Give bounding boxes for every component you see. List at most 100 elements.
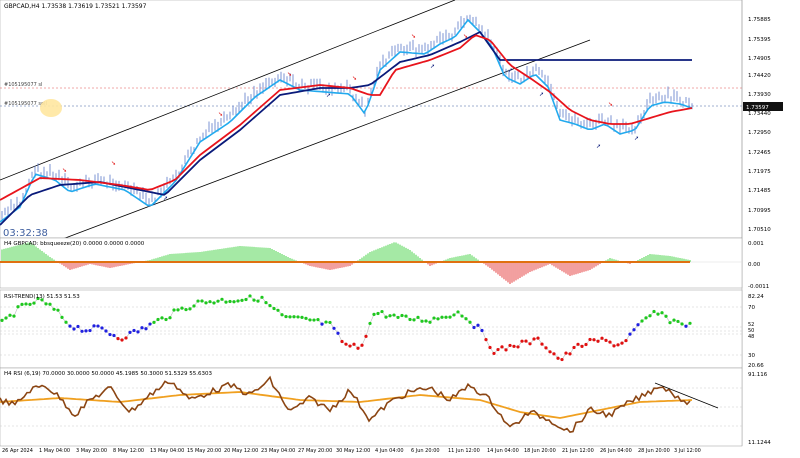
price-tick: 1.73440 bbox=[748, 111, 771, 117]
rsi-trend-dot bbox=[296, 315, 300, 319]
rsi-trend-dot bbox=[220, 297, 224, 301]
rsi-panel[interactable]: H4 RSI (6,19) 70.0000 30.0000 50.0000 45… bbox=[0, 367, 771, 447]
rsi-trendline[interactable] bbox=[654, 382, 719, 409]
rsi-trend-tick: 70 bbox=[748, 305, 755, 311]
time-label: 20 May 12:00 bbox=[224, 448, 258, 454]
current-price-label: 1.73597 bbox=[746, 105, 769, 111]
rsi-trend-dot bbox=[560, 357, 564, 362]
symbol-title: GBPCAD,H4 1.73538 1.73619 1.73521 1.7359… bbox=[4, 3, 147, 10]
rsi-trend-dot bbox=[480, 328, 484, 333]
rsi-trend-dot bbox=[84, 329, 88, 333]
rsi-trend-tick: 48 bbox=[748, 334, 754, 340]
rsi-trend-dot bbox=[12, 314, 16, 318]
squeeze-tick: -0.0011 bbox=[748, 284, 769, 290]
rsi-trend-dot bbox=[628, 332, 632, 336]
squeeze-panel[interactable]: H4 GBPCAD: bbsqueeze(20) 0.0000 0.0000 0… bbox=[0, 237, 769, 290]
signal-arrow: ➘ bbox=[62, 167, 67, 174]
rsi-trend-dot bbox=[640, 319, 644, 323]
rsi-trend-dot bbox=[260, 295, 264, 299]
rsi-trend-dot bbox=[300, 315, 304, 319]
slow-ma-line bbox=[0, 34, 693, 201]
rsi-trend-dot bbox=[460, 314, 464, 318]
rsi-trend-dot bbox=[444, 315, 448, 319]
time-label: 30 May 12:00 bbox=[336, 448, 370, 454]
rsi-trend-dot bbox=[356, 346, 360, 350]
rsi-trend-dot bbox=[120, 338, 124, 342]
current-price-badge bbox=[743, 102, 783, 111]
rsi-trend-dot bbox=[36, 296, 40, 301]
rsi-trend-panel[interactable]: RSI-TREND(13) 51.53 51.53 82.24 70 52 50… bbox=[0, 289, 764, 369]
rsi-trend-dot bbox=[72, 327, 76, 331]
rsi-trend-dot bbox=[388, 314, 392, 318]
channel-upper-line[interactable] bbox=[0, 0, 456, 181]
rsi-trend-dot bbox=[132, 328, 136, 333]
main-panel-frame bbox=[0, 0, 743, 239]
signal-arrow: ➚ bbox=[163, 195, 168, 202]
rsi-trend-dot bbox=[544, 346, 548, 350]
rsi-trend-dot bbox=[328, 320, 332, 325]
channel-lower-line[interactable] bbox=[59, 39, 591, 241]
rsi-trend-dot bbox=[400, 313, 404, 318]
rsi-trend-dot bbox=[244, 297, 248, 302]
time-label: 3 Jul 12:00 bbox=[674, 448, 701, 454]
rsi-trend-dot bbox=[156, 317, 160, 322]
signal-arrow: ➘ bbox=[352, 75, 357, 82]
rsi-trend-dot bbox=[240, 298, 244, 302]
rsi-trend-dot bbox=[336, 331, 340, 335]
rsi-trend-dot bbox=[384, 315, 388, 319]
time-label: 26 Apr 2024 bbox=[2, 448, 33, 454]
rsi-trend-dot bbox=[584, 342, 588, 347]
rsi-trend-dot bbox=[28, 302, 32, 306]
time-label: 23 May 04:00 bbox=[261, 448, 295, 454]
rsi-trend-dot bbox=[304, 316, 308, 320]
rsi-trend-dot bbox=[256, 299, 260, 303]
rsi-trend-dot bbox=[528, 342, 532, 346]
rsi-trend-dot bbox=[440, 315, 444, 319]
rsi-trend-dot bbox=[676, 319, 680, 324]
rsi-trend-dot bbox=[532, 337, 536, 341]
rsi-trend-dot bbox=[620, 341, 624, 345]
rsi-trend-dot bbox=[92, 324, 96, 328]
rsi-trend-dot bbox=[360, 343, 364, 347]
rsi-trend-dot bbox=[524, 339, 528, 343]
signal-arrow: ➚ bbox=[508, 67, 513, 74]
rsi-trend-dots bbox=[0, 294, 692, 362]
rsi-title: H4 RSI (6,19) 70.0000 30.0000 50.0000 45… bbox=[4, 371, 213, 377]
rsi-trend-dot bbox=[104, 329, 108, 333]
time-label: 14 Jun 04:00 bbox=[487, 448, 519, 454]
time-label: 15 May 20:00 bbox=[187, 448, 221, 454]
rsi-trend-dot bbox=[308, 318, 312, 322]
time-label: 4 Jun 04:00 bbox=[375, 448, 404, 454]
rsi-trend-dot bbox=[424, 319, 428, 323]
rsi-trend-dot bbox=[160, 316, 164, 320]
time-label: 3 May 20:00 bbox=[76, 448, 107, 454]
signal-arrow: ➚ bbox=[326, 92, 331, 99]
rsi-trend-dot bbox=[248, 294, 252, 298]
signal-arrow: ➘ bbox=[608, 101, 613, 108]
price-tick: 1.74905 bbox=[748, 56, 771, 62]
rsi-trend-dot bbox=[344, 342, 348, 346]
rsi-trend-dot bbox=[592, 338, 596, 342]
rsi-trend-dot bbox=[180, 306, 184, 310]
rsi-trend-dot bbox=[536, 336, 540, 340]
rsi-trend-dot bbox=[540, 342, 544, 346]
rsi-trend-dot bbox=[228, 299, 232, 304]
rsi-trend-dot bbox=[340, 339, 344, 344]
rsi-trend-dot bbox=[68, 324, 72, 328]
rsi-trend-dot bbox=[516, 345, 520, 349]
rsi-trend-dot bbox=[288, 315, 292, 319]
main-price-panel[interactable]: GBPCAD,H4 1.73538 1.73619 1.73521 1.7359… bbox=[0, 0, 743, 241]
rsi-trend-dot bbox=[128, 330, 132, 334]
rsi-trend-dot bbox=[52, 307, 56, 311]
rsi-trend-dot bbox=[380, 309, 384, 314]
rsi-trend-dot bbox=[320, 322, 324, 326]
rsi-trend-dot bbox=[8, 313, 12, 317]
signal-arrow: ➘ bbox=[411, 33, 416, 40]
rsi-trend-dot bbox=[100, 326, 104, 330]
rsi-trend-dot bbox=[372, 312, 376, 317]
rsi-trend-dot bbox=[392, 313, 396, 317]
time-label: 13 May 04:00 bbox=[150, 448, 184, 454]
signal-arrow: ➚ bbox=[596, 143, 601, 150]
price-tick: 1.74420 bbox=[748, 73, 771, 79]
